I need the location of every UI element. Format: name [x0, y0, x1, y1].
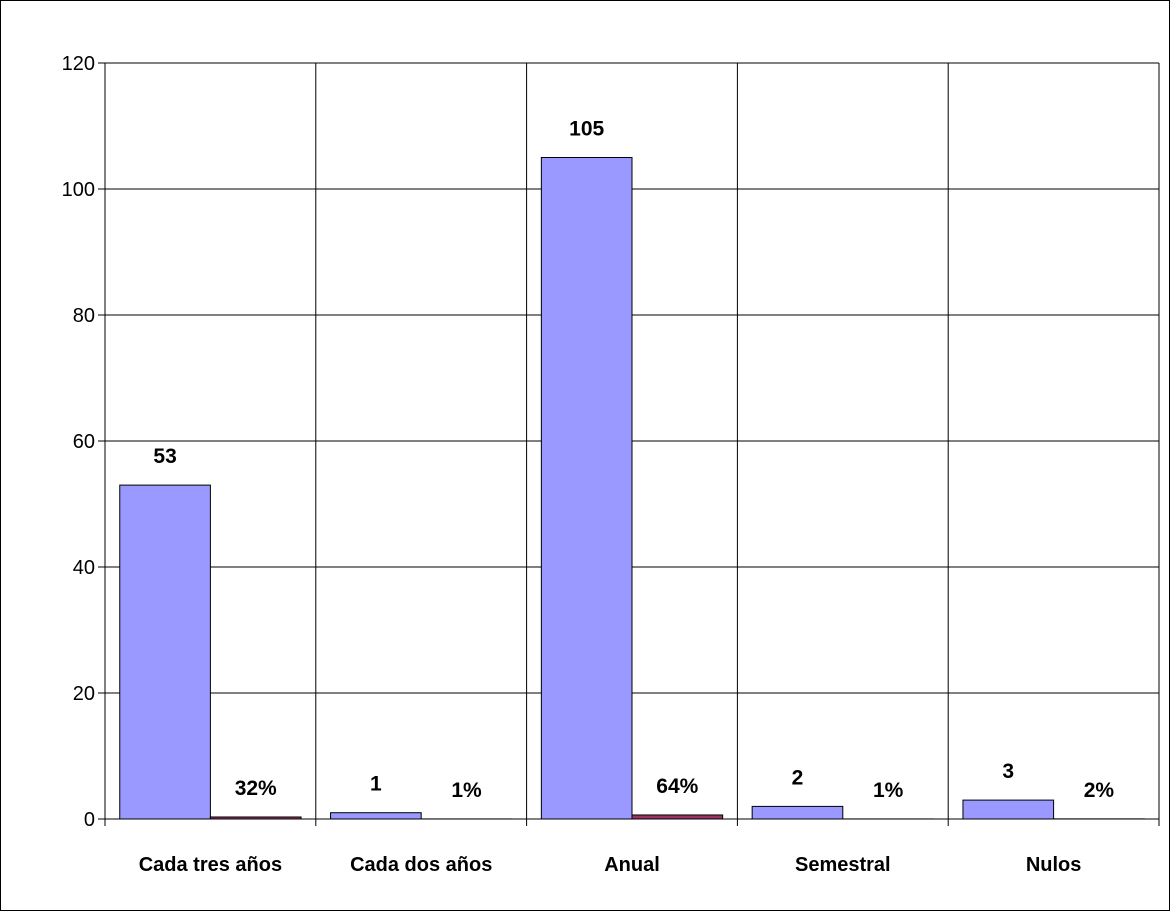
y-tick-label: 80	[73, 305, 95, 327]
y-tick-label: 20	[73, 683, 95, 705]
x-tick-label: Nulos	[1026, 854, 1082, 876]
y-tick-label: 120	[62, 53, 95, 75]
x-tick-label: Anual	[604, 854, 660, 876]
bars	[120, 158, 1144, 820]
bar	[331, 813, 422, 819]
data-label: 53	[153, 445, 176, 468]
bar	[632, 815, 723, 819]
bar	[120, 485, 211, 819]
x-tick-label: Cada dos años	[350, 854, 492, 876]
data-label: 32%	[235, 777, 277, 800]
bar	[752, 806, 843, 819]
y-tick-label: 60	[73, 431, 95, 453]
data-label: 2%	[1084, 779, 1115, 802]
x-tick-label: Semestral	[795, 854, 891, 876]
bar	[963, 800, 1054, 819]
y-tick-label: 40	[73, 557, 95, 579]
y-tick-label: 0	[84, 809, 95, 831]
data-label: 64%	[656, 775, 698, 798]
x-tick-label: Cada tres años	[139, 854, 282, 876]
data-label: 105	[569, 118, 604, 141]
y-tick-label: 100	[62, 179, 95, 201]
data-label: 3	[1002, 760, 1014, 783]
data-label: 1%	[451, 779, 482, 802]
data-label: 1	[370, 773, 382, 796]
data-label: 2	[792, 766, 804, 789]
data-label: 1%	[873, 779, 904, 802]
bar	[541, 158, 632, 820]
